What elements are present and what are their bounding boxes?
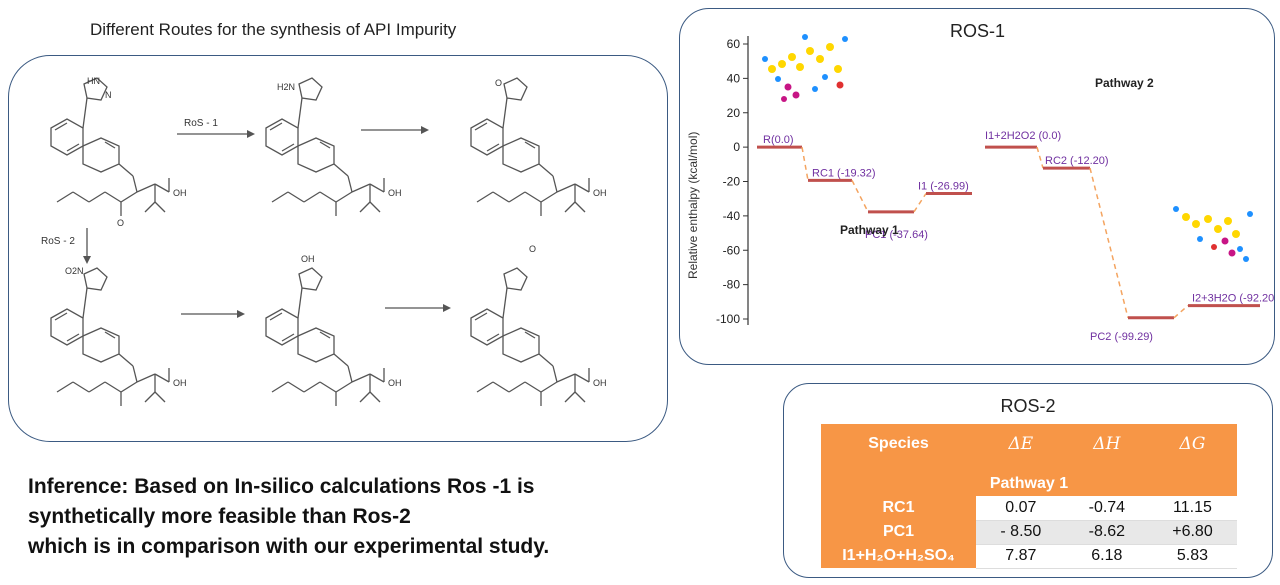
energy-level-label: I1+2H2O2 (0.0) (985, 130, 1061, 142)
delta-e-cell: 0.07 (976, 496, 1066, 521)
ros1-panel: ROS-1 60 40 20 0 -20 -40 -60 -80 -100 R(0.0) RC1 … (679, 8, 1275, 365)
pathway1-label: Pathway 1 (840, 223, 899, 237)
energy-connector (801, 146, 809, 181)
energy-connector (851, 179, 869, 213)
delta-g-cell: +6.80 (1147, 520, 1237, 545)
label-oh-4: OH (173, 378, 187, 388)
label-h2n: H2N (277, 82, 295, 92)
energy-connector (1089, 167, 1129, 318)
species-cell: RC1 (821, 496, 976, 520)
label-o2n: O2N (65, 266, 84, 276)
y-tick-label: -80 (723, 278, 741, 292)
ros2-table: Species ΔE ΔH ΔG Pathway 1 RC1 0.07 -0.7… (821, 424, 1237, 569)
reaction-scheme-panel: HN N O OH H2N OH O OH RoS - 1 RoS - 2 O2… (8, 55, 668, 442)
ros2-panel: ROS-2 Species ΔE ΔH ΔG Pathway 1 RC1 0.0… (783, 383, 1273, 578)
label-oh-3: OH (593, 188, 607, 198)
label-oh-2: OH (388, 188, 402, 198)
ros1-title: ROS-1 (950, 21, 1006, 41)
label-n-1: N (105, 90, 112, 100)
y-tick-label: -60 (723, 243, 741, 257)
delta-h-cell: -0.74 (1065, 496, 1148, 521)
route2-label: RoS - 2 (41, 236, 75, 247)
delta-g-cell: 5.83 (1147, 544, 1237, 569)
header-delta-e: ΔE (976, 424, 1066, 464)
species-cell: I1+H₂O+H₂SO₄ (821, 544, 976, 568)
table-row: PC1 - 8.50 -8.62 +6.80 (821, 520, 1237, 545)
label-oh-top: OH (301, 254, 315, 264)
y-tick-label: 0 (733, 140, 740, 154)
pathway2-label: Pathway 2 (1095, 76, 1154, 90)
label-oh-6: OH (593, 378, 607, 388)
ros2-title: ROS-2 (1000, 396, 1056, 416)
inference-line-1: Inference: Based on In-silico calculatio… (28, 475, 535, 498)
energy-level-label: I1 (-26.99) (918, 181, 969, 193)
label-o-nitroso-2: O (529, 244, 536, 254)
ros1-y-axis-label: Relative enthalpy (kcal/mol) (686, 132, 700, 279)
y-tick-label: -100 (716, 312, 740, 326)
species-cell: PC1 (821, 520, 976, 544)
y-tick-label: 60 (727, 37, 741, 51)
table-row: RC1 0.07 -0.74 11.15 (821, 496, 1237, 521)
energy-level-label: RC1 (-19.32) (812, 167, 876, 179)
energy-connector (1173, 305, 1189, 319)
molecule-render-icon-2 (1173, 206, 1253, 262)
ros2-pathway-row: Pathway 1 (821, 472, 1237, 496)
energy-connector (1036, 146, 1044, 169)
label-o-carbonyl-1: O (117, 218, 124, 228)
ros1-energy-chart: 60 40 20 0 -20 -40 -60 -80 -100 R(0.0) RC1 (-19.3… (686, 34, 1275, 343)
label-o-nitroso-1: O (495, 78, 502, 88)
inference-line-2: synthetically more feasible than Ros-2 (28, 505, 411, 528)
label-hn: HN (87, 76, 100, 86)
label-oh-5: OH (388, 378, 402, 388)
energy-level-label: I2+3H2O (-92.20) (1192, 293, 1275, 305)
energy-level-label: RC2 (-12.20) (1045, 155, 1109, 167)
energy-connector (913, 193, 927, 213)
y-tick-label: -40 (723, 209, 741, 223)
energy-level-label: PC2 (-99.29) (1090, 331, 1153, 343)
delta-e-cell: 7.87 (976, 544, 1066, 569)
ros2-header-row: Species ΔE ΔH ΔG (821, 424, 1237, 464)
header-delta-h: ΔH (1065, 424, 1148, 464)
inference-text: Inference: Based on In-silico calculatio… (28, 472, 678, 562)
energy-level-label: PC1 (-37.64) (865, 229, 928, 241)
delta-e-cell: - 8.50 (976, 520, 1066, 545)
route1-label: RoS - 1 (184, 118, 218, 129)
delta-h-cell: -8.62 (1065, 520, 1148, 545)
header-species: Species (821, 424, 976, 464)
delta-h-cell: 6.18 (1065, 544, 1148, 569)
y-tick-label: 20 (727, 106, 741, 120)
energy-level-label: R(0.0) (763, 134, 794, 146)
delta-g-cell: 11.15 (1147, 496, 1237, 521)
y-tick-label: -20 (723, 175, 741, 189)
scheme-title: Different Routes for the synthesis of AP… (90, 20, 457, 39)
y-tick-label: 40 (727, 71, 741, 85)
label-oh-1: OH (173, 188, 187, 198)
header-delta-g: ΔG (1147, 424, 1237, 464)
molecule-render-icon-1 (762, 34, 848, 102)
table-row: I1+H₂O+H₂SO₄ 7.87 6.18 5.83 (821, 544, 1237, 569)
reaction-scheme-diagram: HN N O OH H2N OH O OH RoS - 1 RoS - 2 O2… (41, 76, 607, 407)
inference-line-3: which is in comparison with our experime… (28, 535, 550, 558)
ros2-pathway-label: Pathway 1 (821, 472, 1237, 496)
